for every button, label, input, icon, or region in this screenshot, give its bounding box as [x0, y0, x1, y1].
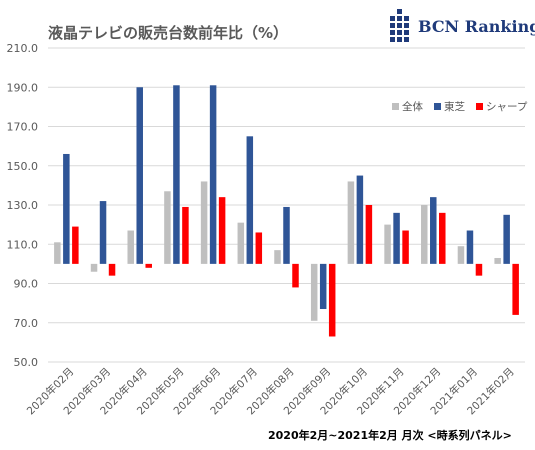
y-tick-label: 190.0: [7, 81, 39, 94]
legend-swatch: [392, 103, 399, 110]
bar-シャープ-0: [72, 226, 79, 264]
bar-東芝-12: [503, 214, 510, 264]
bar-全体-11: [457, 246, 465, 264]
bar-シャープ-7: [328, 263, 336, 337]
bar-全体-5: [237, 222, 245, 264]
legend-label: シャープ: [486, 101, 528, 113]
bar-シャープ-9: [402, 230, 409, 264]
bar-全体-4: [200, 181, 208, 264]
bar-東芝-2: [136, 87, 143, 264]
bar-シャープ-8: [365, 205, 373, 264]
bar-東芝-3: [173, 85, 180, 264]
bar-東芝-11: [466, 230, 474, 264]
bar-全体-9: [384, 224, 391, 264]
y-tick-label: 130.0: [7, 199, 39, 212]
bar-東芝-1: [99, 201, 107, 264]
y-tick-label: 150.0: [7, 160, 39, 173]
bar-東芝-0: [63, 153, 70, 264]
bar-全体-1: [90, 263, 98, 272]
bar-東芝-10: [430, 197, 437, 264]
bar-シャープ-6: [292, 263, 299, 288]
bar-シャープ-10: [439, 212, 446, 264]
y-tick-label: 90.0: [14, 278, 39, 291]
bar-東芝-9: [393, 212, 400, 264]
y-tick-label: 50.0: [14, 356, 39, 369]
legend-label: 全体: [402, 100, 423, 113]
bar-東芝-8: [356, 175, 364, 264]
bar-全体-2: [127, 230, 134, 264]
bar-東芝-7: [319, 263, 327, 310]
chart-footer: 2020年2月~2021年2月 月次 <時系列パネル>: [268, 429, 512, 442]
legend-swatch: [434, 103, 441, 110]
bar-全体-3: [164, 191, 171, 264]
bar-シャープ-4: [218, 197, 226, 264]
bar-シャープ-2: [145, 263, 152, 268]
legend-label: 東芝: [444, 100, 465, 113]
legend-swatch: [476, 103, 483, 110]
bar-シャープ-5: [255, 232, 263, 264]
bar-全体-7: [310, 263, 318, 321]
bar-東芝-4: [209, 85, 217, 264]
y-tick-label: 110.0: [7, 238, 39, 251]
bar-シャープ-12: [512, 263, 519, 315]
y-tick-label: 210.0: [7, 42, 39, 55]
bar-全体-10: [421, 205, 428, 264]
bar-シャープ-1: [108, 263, 116, 276]
chart-title: 液晶テレビの販売台数前年比（%）: [48, 24, 289, 42]
bar-東芝-6: [283, 206, 290, 264]
bar-東芝-5: [246, 136, 254, 264]
bcn-logo: BCN Ranking: [388, 8, 535, 48]
bar-全体-6: [274, 250, 281, 264]
bar-全体-12: [494, 257, 501, 264]
bar-全体-0: [54, 242, 61, 264]
y-tick-label: 70.0: [14, 317, 39, 330]
bar-シャープ-3: [182, 206, 189, 264]
bcn-logo-text: BCN Ranking: [418, 17, 535, 36]
y-tick-label: 170.0: [7, 121, 39, 134]
bar-シャープ-11: [475, 263, 483, 276]
bcn-grid-logo-icon: [390, 9, 409, 42]
bar-全体-8: [347, 181, 355, 264]
